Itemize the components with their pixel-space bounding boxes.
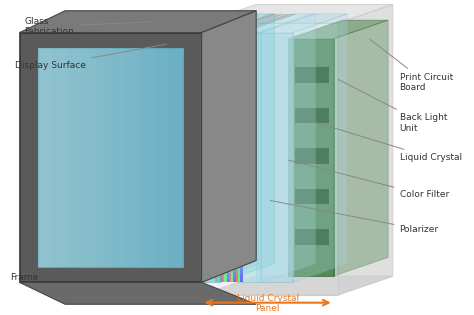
Polygon shape — [154, 48, 169, 267]
Polygon shape — [295, 67, 329, 83]
Text: Frame: Frame — [10, 272, 44, 282]
Polygon shape — [67, 48, 82, 267]
Polygon shape — [218, 33, 220, 282]
Polygon shape — [201, 276, 392, 295]
Polygon shape — [236, 33, 238, 282]
Polygon shape — [192, 33, 204, 282]
Polygon shape — [238, 14, 315, 33]
Polygon shape — [220, 14, 277, 33]
Polygon shape — [215, 14, 272, 33]
Polygon shape — [204, 14, 258, 282]
Polygon shape — [288, 39, 334, 276]
Polygon shape — [38, 48, 183, 267]
Polygon shape — [215, 33, 218, 282]
Polygon shape — [201, 4, 392, 23]
Polygon shape — [222, 14, 279, 33]
Polygon shape — [231, 14, 288, 33]
Polygon shape — [338, 4, 392, 295]
Polygon shape — [256, 33, 292, 282]
Polygon shape — [227, 14, 283, 33]
Polygon shape — [201, 23, 338, 295]
Polygon shape — [224, 14, 281, 33]
Polygon shape — [201, 11, 256, 282]
Polygon shape — [222, 33, 224, 282]
Text: Color Filter: Color Filter — [289, 160, 449, 199]
Polygon shape — [231, 33, 234, 282]
Polygon shape — [295, 107, 329, 123]
Polygon shape — [240, 33, 243, 282]
Polygon shape — [288, 20, 388, 39]
Text: Print Circuit
Board: Print Circuit Board — [370, 39, 453, 92]
Text: Glass
Fabrication: Glass Fabrication — [24, 17, 153, 36]
Polygon shape — [82, 48, 96, 267]
Polygon shape — [19, 33, 201, 282]
Polygon shape — [236, 14, 292, 33]
Text: Display Surface: Display Surface — [15, 44, 167, 70]
Polygon shape — [140, 48, 154, 267]
Polygon shape — [220, 33, 222, 282]
Polygon shape — [224, 33, 227, 282]
Polygon shape — [292, 14, 347, 282]
Polygon shape — [334, 20, 388, 276]
Polygon shape — [125, 48, 140, 267]
Polygon shape — [295, 148, 329, 164]
Polygon shape — [256, 14, 347, 33]
Polygon shape — [52, 48, 67, 267]
Text: Liquid Crystal: Liquid Crystal — [307, 120, 462, 162]
Polygon shape — [38, 48, 52, 267]
Polygon shape — [19, 11, 256, 33]
Text: Back Light
Unit: Back Light Unit — [338, 79, 447, 133]
Polygon shape — [220, 14, 274, 282]
Polygon shape — [295, 229, 329, 245]
Polygon shape — [192, 14, 258, 33]
Text: Liquid Crystal
Panel: Liquid Crystal Panel — [237, 294, 299, 313]
Polygon shape — [234, 33, 236, 282]
Polygon shape — [261, 14, 315, 282]
Polygon shape — [227, 33, 229, 282]
Polygon shape — [218, 14, 274, 33]
Polygon shape — [110, 48, 125, 267]
Polygon shape — [96, 48, 110, 267]
Polygon shape — [238, 33, 240, 282]
Polygon shape — [201, 33, 220, 282]
Polygon shape — [238, 14, 295, 33]
Text: Polarizer: Polarizer — [270, 200, 438, 234]
Polygon shape — [229, 33, 231, 282]
Polygon shape — [238, 33, 261, 282]
Polygon shape — [234, 14, 290, 33]
Polygon shape — [229, 14, 286, 33]
Polygon shape — [201, 14, 274, 33]
Polygon shape — [240, 14, 297, 33]
Polygon shape — [295, 189, 329, 204]
Polygon shape — [169, 48, 183, 267]
Polygon shape — [19, 282, 256, 304]
